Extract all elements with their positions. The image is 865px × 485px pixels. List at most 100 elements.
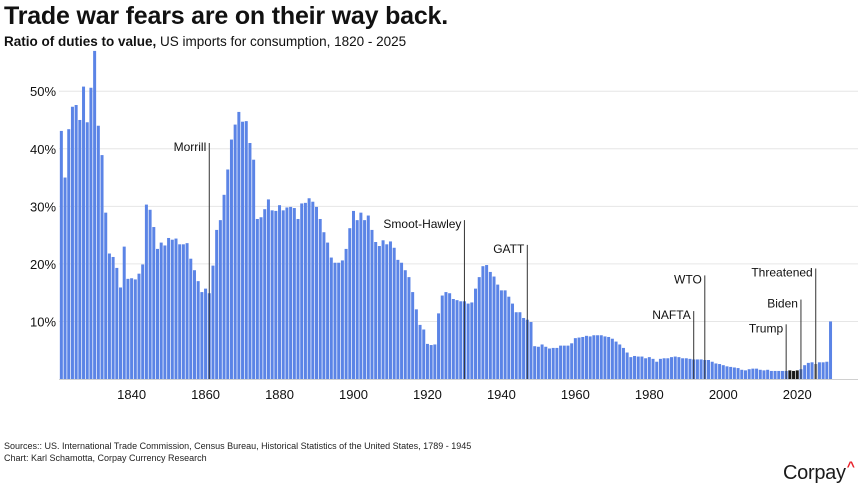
bar-1892 [322,232,326,379]
x-tick-label: 1900 [339,387,368,402]
y-tick-label: 20% [30,257,56,272]
x-tick-label: 1920 [413,387,442,402]
bar-2026 [817,362,821,379]
bar-1927 [451,298,455,379]
bar-1926 [448,293,452,379]
bar-1923 [437,313,441,379]
bar-1972 [618,344,622,379]
sources-note: Sources:: US. International Trade Commis… [4,441,471,464]
bar-1830 [93,50,97,380]
bar-1962 [581,336,585,379]
bar-1822 [63,177,67,379]
bar-1988 [677,357,681,379]
bar-1911 [392,247,396,379]
bar-1957 [562,345,566,379]
annotation-label: GATT [493,242,525,256]
bar-1958 [566,345,570,379]
bar-1841 [133,279,137,379]
bar-1974 [625,352,629,379]
bar-1940 [499,290,503,379]
x-tick-label: 2000 [709,387,738,402]
bar-1932 [470,302,474,379]
chart-credit-line: Chart: Karl Schamotta, Corpay Currency R… [4,452,207,463]
bar-1973 [621,347,625,379]
annotations: Morrill Smoot-Hawley GATT NAFTA WTO Trump Bide… [174,140,817,379]
x-tick-label: 2020 [783,387,812,402]
x-tick-label: 1960 [561,387,590,402]
bar-1833 [104,212,108,379]
bar-1832 [100,155,104,379]
bars [59,50,833,380]
bar-1888 [307,198,311,379]
bar-1823 [67,129,71,379]
bar-1845 [148,209,152,379]
bar-1885 [296,218,300,379]
bar-1854 [181,244,185,379]
bar-1934 [477,277,481,379]
bar-1869 [237,111,241,379]
bar-2027 [821,362,825,379]
bar-1975 [629,357,633,379]
bar-1894 [329,257,333,379]
bar-1920 [425,343,429,379]
bar-2022 [803,365,807,379]
bar-1843 [141,264,145,379]
y-axis-tick-labels: 10% 20% 30% 40% 50% [30,84,56,329]
bar-1826 [78,119,82,379]
bar-1907 [377,246,381,379]
bar-2018 [788,370,792,379]
bar-1948 [529,322,533,379]
bar-1942 [507,296,511,379]
bar-1839 [126,278,130,379]
bar-2002 [729,366,733,379]
bar-1929 [459,301,463,379]
bar-1984 [662,358,666,379]
bar-1898 [344,248,348,379]
bar-2012 [766,369,770,379]
bar-1986 [670,357,674,379]
bar-1881 [281,210,285,379]
chart-title: Trade war fears are on their way back. [4,2,448,30]
bar-1993 [695,359,699,379]
bar-1954 [551,347,555,379]
bar-1874 [255,218,259,379]
bar-1846 [152,227,156,379]
bar-1981 [651,358,655,379]
bar-1858 [196,281,200,379]
bar-1886 [300,203,304,379]
bar-1875 [259,217,263,379]
y-tick-label: 50% [30,84,56,99]
bar-1859 [200,292,204,379]
bar-1889 [311,201,315,379]
bar-2020 [795,370,799,379]
bar-1959 [570,343,574,379]
y-tick-label: 30% [30,199,56,214]
bar-1914 [403,270,407,379]
bar-1944 [514,312,518,379]
bar-1884 [292,208,296,379]
bar-1987 [673,356,677,379]
bar-1949 [533,346,537,379]
bar-1910 [388,241,392,379]
bar-2023 [806,362,810,379]
bar-1900 [351,210,355,379]
bar-1847 [155,248,159,379]
bar-1867 [229,139,233,379]
bar-1860 [204,288,208,379]
bar-1979 [644,358,648,379]
bar-1991 [688,358,692,379]
annotation-label: Trump [749,321,784,335]
bar-1928 [455,300,459,379]
bar-1994 [699,359,703,379]
bar-1880 [278,205,282,379]
bar-1850 [167,237,171,379]
bar-2003 [732,367,736,379]
bar-2005 [740,369,744,379]
y-tick-label: 40% [30,142,56,157]
bar-1857 [192,270,196,379]
bar-1868 [233,124,237,379]
bar-1970 [610,338,614,379]
bar-2024 [810,362,814,379]
bar-1933 [474,288,478,379]
bar-1955 [555,347,559,379]
